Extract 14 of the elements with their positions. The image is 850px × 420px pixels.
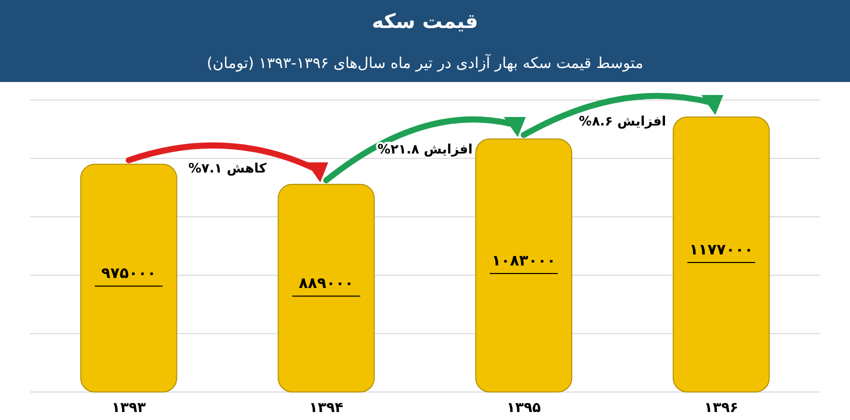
data-label: ۹۷۵۰۰۰ — [101, 264, 156, 282]
bar — [672, 116, 770, 392]
annotation: کاهش ۷.۱% — [188, 161, 268, 176]
chart-title: قیمت سکه — [372, 9, 478, 33]
x-tick-label: ۱۳۹۳ — [112, 400, 146, 416]
x-tick-label: ۱۳۹۴ — [309, 400, 344, 416]
data-label: ۸۸۹۰۰۰ — [298, 274, 354, 292]
x-tick-label: ۱۳۹۵ — [506, 400, 542, 416]
annotation: افزایش ۸.۶% — [578, 114, 666, 130]
data-label: ۱۱۷۷۰۰۰ — [689, 240, 754, 259]
x-tick-label: ۱۳۹۶ — [704, 400, 738, 416]
data-label: ۱۰۸۳۰۰۰ — [492, 252, 556, 270]
chart-subtitle: متوسط قیمت سکه بهار آزادی در تیر ماه سال‌های ۱۳۹۶-۱۳۹۳ (تومان) — [206, 53, 644, 72]
annotation: افزایش ۲۱.۸% — [377, 142, 473, 158]
